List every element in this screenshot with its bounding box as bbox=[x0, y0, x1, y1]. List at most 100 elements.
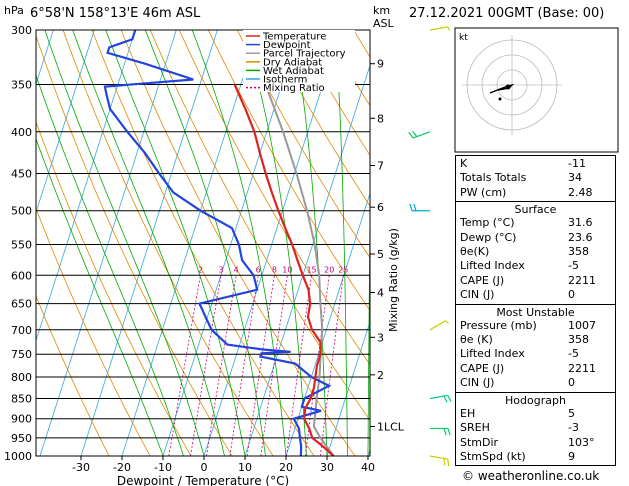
pressure-tick-label: 1000 bbox=[4, 450, 32, 463]
pressure-tick-label: 700 bbox=[11, 324, 32, 337]
x-tick-label: -10 bbox=[154, 461, 172, 474]
wind-barbs bbox=[408, 26, 452, 467]
pressure-tick-label: 750 bbox=[11, 348, 32, 361]
info-row: CAPE (J) 2211 bbox=[460, 362, 611, 376]
wind-barb bbox=[429, 26, 451, 31]
km-tick-label: 7 bbox=[377, 160, 384, 173]
info-row-label: Pressure (mb) bbox=[460, 318, 537, 332]
indices-box: K -11 Totals Totals 34 PW (cm) 2.48 bbox=[455, 155, 616, 203]
axes: 3003504004505005506006507007508008509009… bbox=[4, 24, 405, 486]
dry-adiabat-line bbox=[91, 30, 315, 456]
wind-barb bbox=[429, 394, 452, 403]
info-row-label: Lifted Index bbox=[460, 259, 525, 273]
info-row-value: -5 bbox=[568, 259, 579, 273]
info-row-label: StmDir bbox=[460, 435, 499, 449]
info-row: CIN (J) 0 bbox=[460, 288, 611, 302]
pressure-tick-label: 550 bbox=[11, 238, 32, 251]
x-tick-label: -30 bbox=[72, 461, 90, 474]
most-unstable-box: Most Unstable Pressure (mb) 1007 θe (K) 358… bbox=[455, 304, 616, 393]
info-row-label: K bbox=[460, 157, 468, 170]
info-row: PW (cm) 2.48 bbox=[460, 186, 611, 200]
info-row: EH 5 bbox=[460, 407, 611, 421]
info-row: Totals Totals 34 bbox=[460, 171, 611, 185]
pressure-tick-label: 800 bbox=[11, 371, 32, 384]
surface-box: Surface Temp (°C) 31.6 Dewp (°C) 23.6 θe(K) 3… bbox=[455, 202, 616, 305]
info-row-label: CAPE (J) bbox=[460, 273, 505, 287]
info-row-label: Lifted Index bbox=[460, 347, 525, 361]
asl-label: ASL bbox=[373, 17, 394, 30]
mixing-ratio-line bbox=[229, 275, 259, 456]
info-row-label: θe (K) bbox=[460, 333, 493, 347]
km-tick-label: 8 bbox=[377, 112, 384, 125]
info-row: Pressure (mb) 1007 bbox=[460, 319, 611, 333]
hodograph-point bbox=[498, 97, 502, 101]
info-row-value: 358 bbox=[568, 333, 589, 347]
dry-adiabat-line bbox=[36, 120, 192, 456]
legend-label: Isotherm bbox=[263, 75, 307, 86]
wind-barb bbox=[409, 203, 430, 212]
wind-barb-shaft bbox=[429, 455, 448, 460]
info-row: Lifted Index -5 bbox=[460, 347, 611, 361]
series-line-dewpoint bbox=[103, 30, 332, 456]
wind-barb-shaft bbox=[429, 394, 448, 400]
legend-label: Dewpoint bbox=[263, 40, 311, 51]
isotherm-line bbox=[80, 30, 218, 456]
info-panel: K -11 Totals Totals 34 PW (cm) 2.48 Surface T… bbox=[455, 155, 616, 467]
wind-barb-flag bbox=[445, 320, 449, 324]
mixing-ratio-line bbox=[305, 275, 330, 456]
hodograph: kt bbox=[454, 27, 619, 153]
dry-adiabat-line bbox=[295, 30, 370, 157]
info-row: θe (K) 358 bbox=[460, 333, 611, 347]
wind-barb-flag bbox=[443, 395, 448, 403]
dry-adiabat-line bbox=[149, 30, 370, 421]
info-row-value: -3 bbox=[568, 421, 579, 435]
mixing-ratio-labels: 2 3 4 6 8 10 15 20 25 bbox=[198, 265, 348, 274]
info-row: Dewp (°C) 23.6 bbox=[460, 231, 611, 245]
wind-barb bbox=[408, 130, 431, 139]
mixing-ratio-label: 4 bbox=[234, 265, 239, 274]
wind-barb-flag bbox=[409, 203, 413, 211]
info-row-label: CIN (J) bbox=[460, 376, 495, 390]
mixing-ratio-axis-label: Mixing Ratio (g/kg) bbox=[387, 228, 400, 332]
info-row: StmSpd (kt) 9 bbox=[460, 450, 611, 464]
pressure-tick-label: 350 bbox=[11, 79, 32, 92]
isotherm-line bbox=[162, 30, 300, 456]
wind-barb-flag bbox=[447, 428, 451, 436]
hodograph-unit-label: kt bbox=[459, 33, 468, 43]
isotherm-line bbox=[39, 30, 177, 456]
mixing-ratio-label: 6 bbox=[256, 265, 261, 274]
wet-adiabat-line bbox=[144, 30, 266, 456]
km-tick-label: 9 bbox=[377, 58, 384, 71]
info-row-value: 23.6 bbox=[568, 230, 593, 244]
km-tick-label: 6 bbox=[377, 201, 384, 214]
series-line-parcel-trajectory bbox=[264, 84, 335, 456]
x-axis-label: Dewpoint / Temperature (°C) bbox=[117, 474, 289, 486]
info-row-value: 34 bbox=[568, 171, 582, 185]
x-tick-label: 0 bbox=[201, 461, 208, 474]
info-row-value: 0 bbox=[568, 288, 575, 302]
info-row-label: EH bbox=[460, 406, 476, 420]
dry-adiabat-line bbox=[236, 30, 370, 259]
series-line-temperature bbox=[233, 84, 335, 456]
info-row: Temp (°C) 31.6 bbox=[460, 216, 611, 230]
info-row-value: 0 bbox=[568, 376, 575, 390]
pressure-tick-label: 900 bbox=[11, 413, 32, 426]
wind-barb-flag bbox=[443, 458, 446, 466]
info-row-value: 358 bbox=[568, 245, 589, 259]
pressure-tick-label: 850 bbox=[11, 392, 32, 405]
x-tick-label: -20 bbox=[113, 461, 131, 474]
background-lines bbox=[36, 30, 370, 456]
pressure-tick-label: 400 bbox=[11, 126, 32, 139]
x-tick-label: 30 bbox=[320, 461, 334, 474]
info-row-value: 31.6 bbox=[568, 216, 593, 230]
plot-frame bbox=[35, 29, 371, 457]
isotherm-line bbox=[36, 30, 95, 214]
dry-adiabat-line bbox=[36, 207, 151, 456]
hodograph-frame bbox=[454, 27, 619, 153]
info-row-value: 103° bbox=[568, 435, 595, 449]
dry-adiabat-line bbox=[207, 30, 370, 312]
km-tick-label: 4 bbox=[377, 287, 384, 300]
mixing-ratio-label: 25 bbox=[338, 265, 348, 274]
dry-adiabat-line bbox=[120, 30, 356, 456]
